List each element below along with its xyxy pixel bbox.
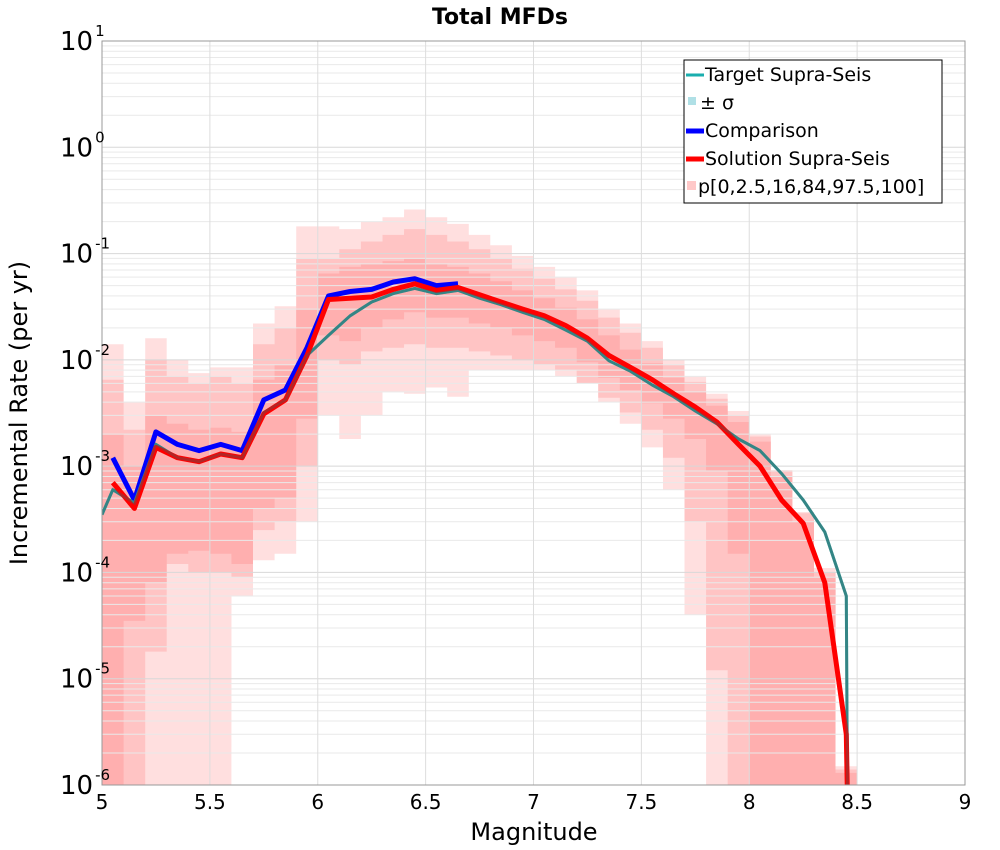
y-tick-label: 10 1: [60, 22, 105, 57]
legend-sigma-label: ± σ: [700, 92, 734, 114]
y-tick-label: 10 -1: [60, 235, 110, 270]
x-tick-label: 8.5: [841, 790, 873, 814]
legend-sigma-swatch: [688, 97, 696, 105]
x-tick-label: 5: [96, 790, 109, 814]
series-line-comparison: [110, 276, 459, 503]
series-lines: [102, 276, 850, 785]
x-tick-label: 6: [311, 790, 324, 814]
legend-target-label: Target Supra-Seis: [704, 64, 871, 86]
legend-solution-label: Solution Supra-Seis: [705, 148, 890, 170]
series-line-solution-supra-seis: [110, 281, 850, 785]
legend-percentile-swatch: [687, 181, 696, 190]
y-tick-label: 10 0: [60, 128, 105, 163]
y-tick-label: 10 -4: [60, 553, 110, 588]
x-tick-label: 6.5: [410, 790, 442, 814]
x-tick-label: 5.5: [194, 790, 226, 814]
legend-percentile-label: p[0,2.5,16,84,97.5,100]: [698, 176, 924, 198]
percentile-bands: [102, 209, 858, 785]
legend-comparison-label: Comparison: [705, 120, 819, 142]
x-tick-labels: 5 5.5 6 6.5 7 7.5 8 8.5 9: [96, 790, 972, 814]
y-tick-label: 10 -5: [60, 660, 110, 695]
x-tick-label: 7: [527, 790, 540, 814]
x-tick-label: 9: [959, 790, 972, 814]
legend-box: [683, 59, 943, 204]
chart-title: Total MFDs: [432, 5, 568, 30]
legend: Target Supra-Seis ± σ Comparison Solutio…: [683, 59, 943, 204]
x-tick-label: 8: [743, 790, 756, 814]
grid: [101, 41, 966, 786]
plot-frame: [101, 40, 966, 786]
y-tick-label: 10 -3: [60, 447, 110, 482]
y-tick-label: 10 -2: [60, 341, 110, 376]
x-axis-label: Magnitude: [470, 818, 597, 846]
percentile-band-0: [102, 209, 858, 785]
y-axis-label: Incremental Rate (per yr): [5, 261, 33, 565]
series-line-target-overlay: [102, 286, 849, 785]
y-tick-label: 10 -6: [60, 766, 110, 801]
x-tick-label: 7.5: [625, 790, 657, 814]
